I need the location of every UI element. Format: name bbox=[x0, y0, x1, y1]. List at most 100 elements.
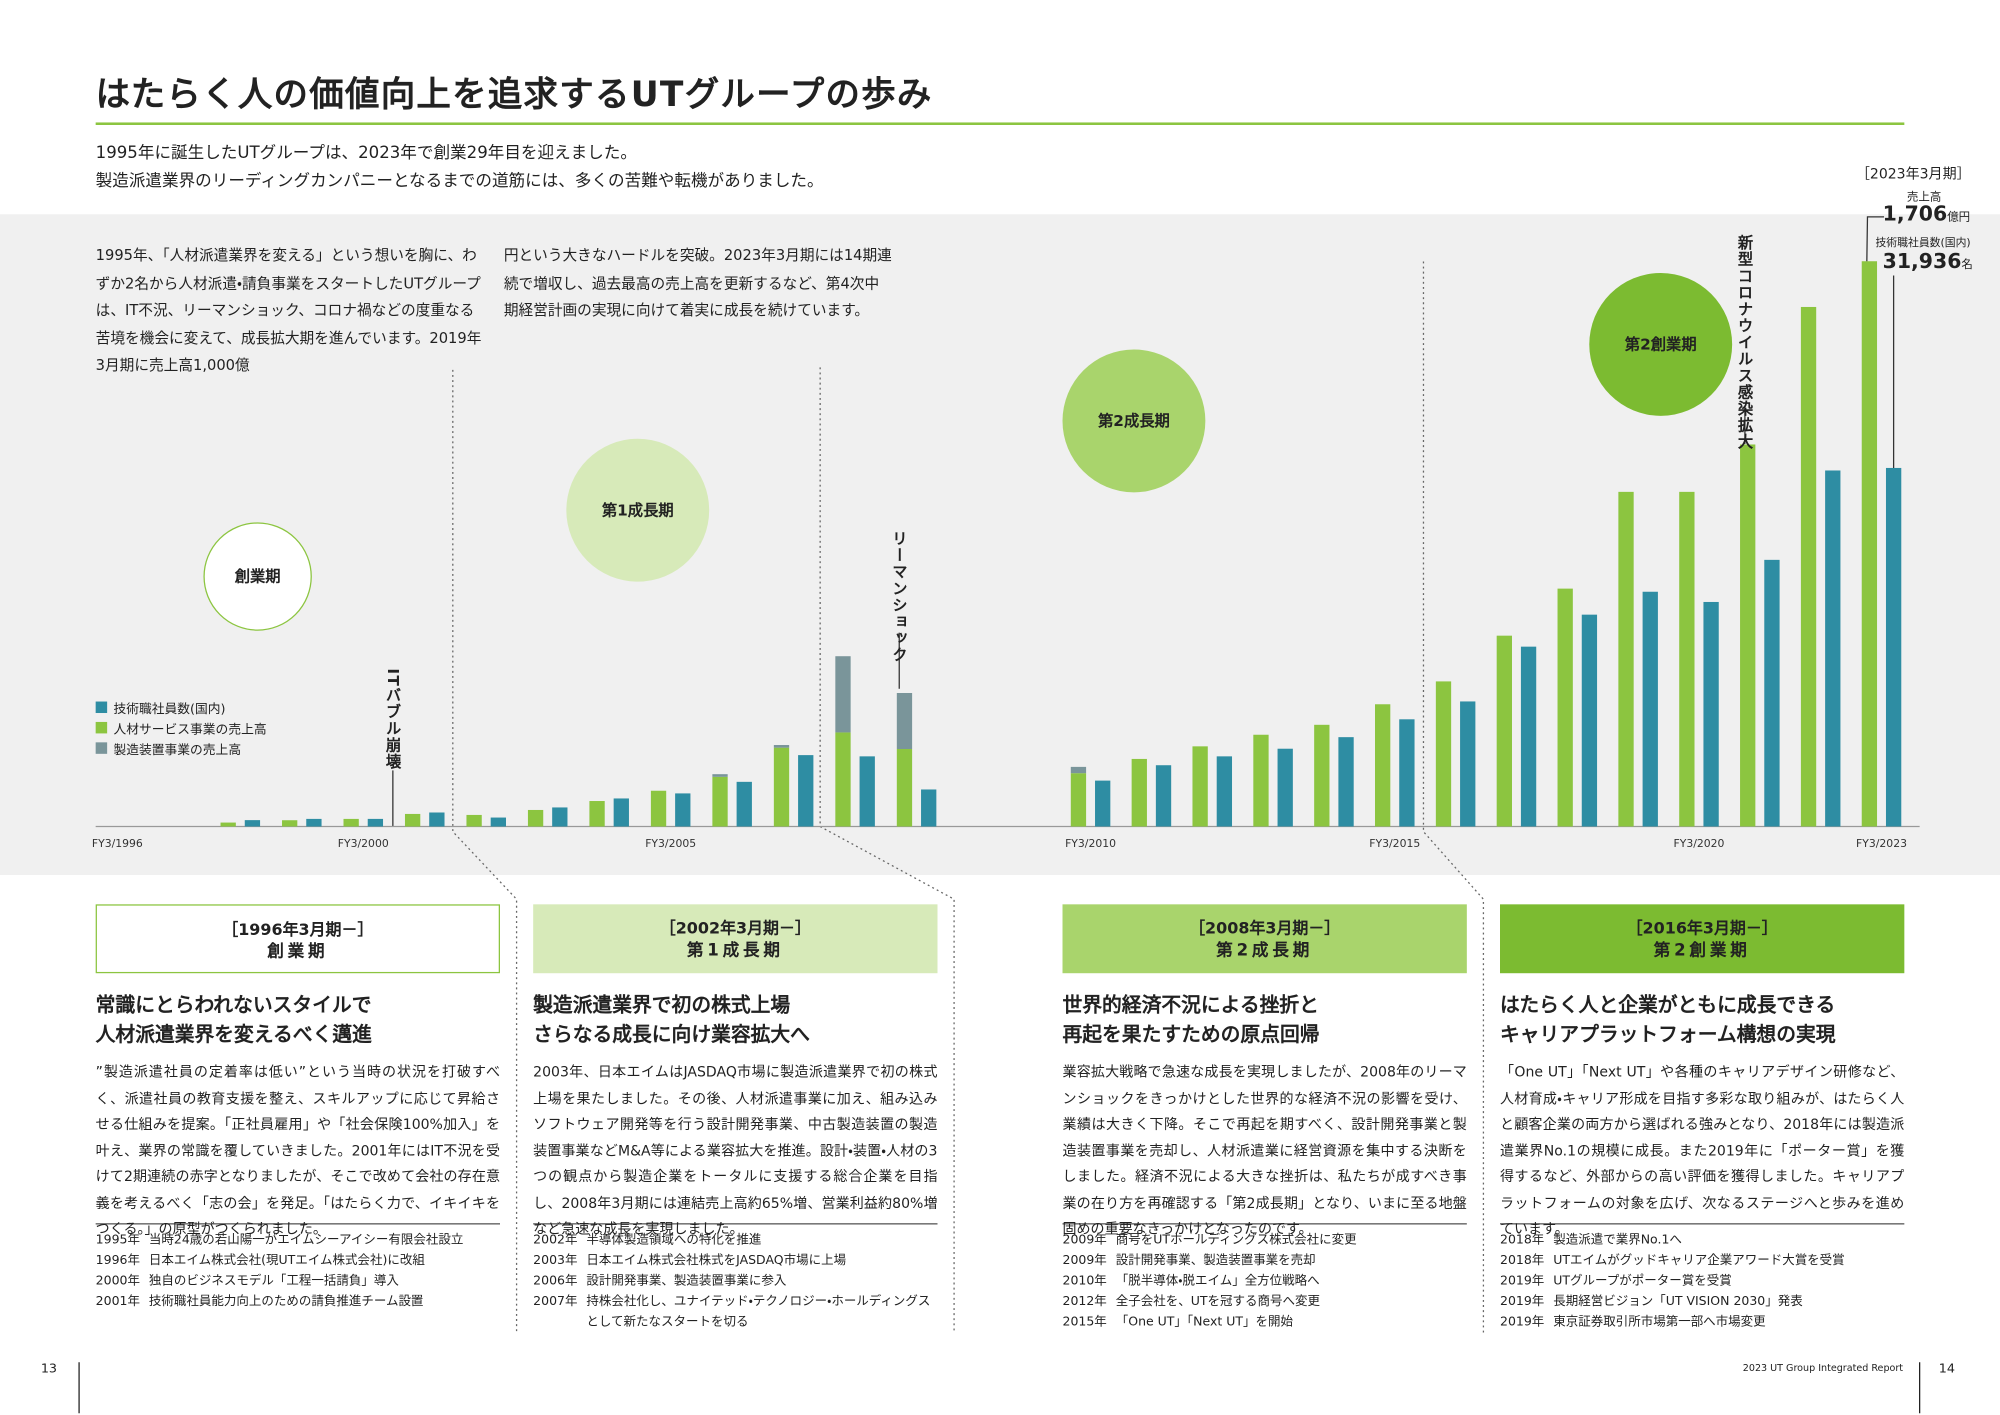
heading-line: 常識にとらわれないスタイルで bbox=[95, 993, 372, 1017]
period-card: ［2002年3月期－］ 第1成長期 bbox=[533, 904, 938, 974]
phase-circle bbox=[566, 438, 710, 582]
bar bbox=[589, 801, 605, 827]
event-label: ITバブル崩壊 bbox=[383, 668, 402, 770]
history-item: 2003年 日本エイム株式会社株式をJASDAQ市場に上場 bbox=[533, 1251, 937, 1271]
bar bbox=[1131, 758, 1147, 827]
history-year: 2012年 bbox=[1062, 1294, 1107, 1309]
bar bbox=[1581, 614, 1598, 827]
callout-number: 1,706 bbox=[1882, 201, 1948, 226]
heading-line: 世界的経済不況による挫折と bbox=[1062, 993, 1319, 1017]
history-item: 2002年 半導体製造領域への特化を推進 bbox=[533, 1231, 937, 1251]
callout-unit: 億円 bbox=[1947, 211, 1971, 225]
phase-label: 第1成長期 bbox=[602, 501, 674, 519]
intro: 1995年に誕生したUTグループは、2023年で創業29年目を迎えました。 製造… bbox=[96, 140, 824, 196]
page-number: 13 bbox=[40, 1362, 58, 1377]
bar bbox=[1338, 737, 1354, 827]
bar bbox=[859, 756, 875, 827]
bar bbox=[736, 781, 752, 827]
legend-item: 人材サービス事業の売上高 bbox=[95, 718, 267, 738]
history-year: 1996年 bbox=[95, 1253, 140, 1268]
period: ［2016年3月期－］ bbox=[1626, 918, 1778, 938]
x-tick-label: FY3/2010 bbox=[1065, 837, 1116, 850]
history-year: 2018年 bbox=[1499, 1233, 1545, 1248]
description: 1995年、「人材派遣業界を変える」という想いを胸に、わずか2名から人材派遣・請… bbox=[95, 246, 482, 374]
period-name: 創業期 bbox=[267, 942, 329, 962]
description: 円という大きなハードルを突破。2023年3月期には14期連続で増収し、過去最高の… bbox=[503, 246, 892, 319]
history-text: 長期経営ビジョン「UT VISION 2030」発表 bbox=[1553, 1294, 1803, 1309]
bar bbox=[1155, 765, 1172, 827]
bar bbox=[798, 755, 814, 827]
heading-line: 製造派遣業界で初の株式上場 bbox=[533, 993, 791, 1017]
event-label: リーマンショック bbox=[890, 530, 909, 664]
bar bbox=[773, 745, 790, 748]
history: 2002年 半導体製造領域への特化を推進 2003年 日本エイム株式会社株式をJASD… bbox=[533, 1223, 938, 1333]
history-item: 2009年 商号をUTホールディングス株式会社に変更 bbox=[1062, 1231, 1466, 1251]
column: ［2016年3月期－］ 第2創業期 はたらく人と企業がともに成長できる キャリアプラッ… bbox=[1499, 904, 1905, 1333]
history-text: 「脱半導体・脱エイム」全方位戦略へ bbox=[1115, 1274, 1320, 1289]
history-item: 2019年 UTグループがポーター賞を受賞 bbox=[1500, 1272, 1904, 1292]
period-card: ［2016年3月期－］ 第2創業期 bbox=[1499, 904, 1905, 974]
bar bbox=[1374, 704, 1391, 827]
bar bbox=[306, 818, 322, 827]
history-text: 全子会社を、UTを冠する商号へ変更 bbox=[1115, 1294, 1320, 1309]
bar bbox=[466, 814, 482, 827]
history-year: 2010年 bbox=[1062, 1274, 1107, 1289]
phase-label: 創業期 bbox=[235, 568, 281, 586]
bar bbox=[1520, 646, 1537, 827]
history-year: 2015年 bbox=[1062, 1315, 1107, 1330]
bar bbox=[1253, 734, 1269, 827]
period: ［1996年3月期－］ bbox=[222, 919, 374, 939]
callout-value: 31,936名 bbox=[1883, 249, 1973, 273]
phase-circle bbox=[1589, 272, 1733, 416]
bar bbox=[1800, 306, 1817, 827]
history-text: 持株会社化し、ユナイテッド・テクノロジー・ホールディングスとして新たなスタートを… bbox=[586, 1294, 931, 1330]
period-name: 第2創業期 bbox=[1653, 941, 1751, 961]
bar bbox=[1192, 746, 1208, 827]
bar bbox=[490, 817, 506, 827]
history-item: 1996年 日本エイム株式会社(現UTエイム株式会社)に改組 bbox=[96, 1251, 500, 1271]
callout-number: 31,936 bbox=[1882, 248, 1962, 273]
legend-label: 技術職社員数(国内) bbox=[113, 702, 226, 717]
history-text: 商号をUTホールディングス株式会社に変更 bbox=[1115, 1233, 1357, 1248]
bar bbox=[367, 818, 384, 827]
legend-label: 製造装置事業の売上高 bbox=[113, 743, 242, 758]
period: ［2008年3月期－］ bbox=[1189, 918, 1341, 938]
heading-line: キャリアプラットフォーム構想の実現 bbox=[1499, 1022, 1836, 1046]
bar bbox=[282, 820, 298, 827]
history-text: 設計開発事業、製造装置事業に参入 bbox=[586, 1274, 787, 1289]
title-rule bbox=[95, 122, 1905, 125]
history-year: 2019年 bbox=[1499, 1315, 1545, 1330]
history-item: 2018年 製造派遣で業界No.1へ bbox=[1500, 1231, 1904, 1251]
period-name: 第2成長期 bbox=[1216, 941, 1314, 961]
heading: 常識にとらわれないスタイルで 人材派遣業界を変えるべく邁進 bbox=[96, 991, 500, 1050]
x-tick-label: FY3/1996 bbox=[92, 837, 143, 850]
bar bbox=[1557, 588, 1573, 827]
history-item: 2001年 技術職社員能力向上のための請負推進チーム設置 bbox=[96, 1292, 500, 1312]
history-item: 2019年 長期経営ビジョン「UT VISION 2030」発表 bbox=[1500, 1292, 1904, 1312]
heading-line: 再起を果たすための原点回帰 bbox=[1062, 1022, 1320, 1046]
body-text: ”製造派遣社員の定着率は低い”という当時の状況を打破すべく、派遣社員の教育支援を… bbox=[95, 1063, 500, 1238]
bar bbox=[429, 812, 445, 827]
callout-label: 売上高 bbox=[1906, 191, 1942, 205]
bar bbox=[1885, 467, 1902, 827]
history-year: 2000年 bbox=[95, 1274, 140, 1289]
history-year: 2006年 bbox=[533, 1274, 578, 1289]
history-item: 2010年 「脱半導体・脱エイム」全方位戦略へ bbox=[1062, 1272, 1466, 1292]
bar bbox=[896, 748, 913, 827]
title: はたらく人の価値向上を追求するUTグループの歩み bbox=[95, 75, 933, 115]
bar bbox=[552, 807, 568, 827]
history: 2018年 製造派遣で業界No.1へ 2018年 UTエイムがグッドキャリア企業アワー… bbox=[1499, 1223, 1905, 1333]
history: 2009年 商号をUTホールディングス株式会社に変更 2009年 設計開発事業、製造装… bbox=[1062, 1223, 1467, 1333]
x-tick-label: FY3/2015 bbox=[1369, 837, 1420, 850]
history-year: 2002年 bbox=[533, 1233, 578, 1248]
legend-label: 人材サービス事業の売上高 bbox=[113, 723, 267, 738]
callout-line bbox=[1866, 216, 1885, 262]
bar bbox=[773, 747, 790, 827]
callout-period: ［2023年3月期］ bbox=[1855, 165, 1971, 183]
legend-item: 技術職社員数(国内) bbox=[95, 698, 226, 717]
body-text: 業容拡大戦略で急速な成長を実現しましたが、2008年のリーマンショックをきっかけ… bbox=[1062, 1063, 1467, 1238]
history-item: 2007年 持株会社化し、ユナイテッド・テクノロジー・ホールディングスとして新たな… bbox=[533, 1292, 937, 1333]
bar bbox=[220, 822, 236, 827]
